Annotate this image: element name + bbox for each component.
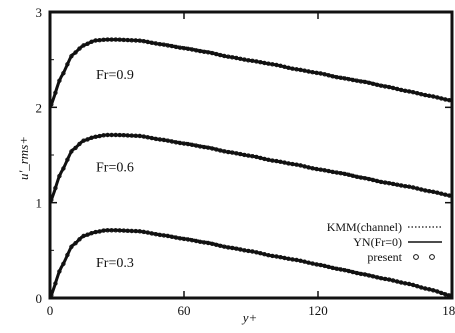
x-axis-label: y+ [241,310,258,325]
x-tick-label: 60 [178,303,191,318]
x-tick-label: 120 [308,303,328,318]
series-annotation: Fr=0.3 [96,256,134,271]
x-tick-label: 180 [442,303,455,318]
series-annotation: Fr=0.6 [96,160,134,175]
y-axis-label: u'_rms+ [16,136,31,180]
y-tick-label: 0 [36,291,43,306]
annotation-layer: Fr=0.9 Fr=0.6 Fr=0.3 [96,68,134,271]
legend-label: YN(Fr=0) [353,235,402,249]
legend-label: present [367,250,402,264]
legend-label: KMM(channel) [327,220,402,234]
y-tick-label: 1 [36,196,43,211]
legend: KMM(channel)YN(Fr=0)present [327,220,442,264]
legend-swatch-circle [430,255,435,260]
y-tick-label: 3 [36,5,43,20]
y-tick-label: 2 [36,100,43,115]
series-annotation: Fr=0.9 [96,68,134,83]
legend-swatch-circle [414,255,419,260]
x-tick-label: 0 [47,303,54,318]
